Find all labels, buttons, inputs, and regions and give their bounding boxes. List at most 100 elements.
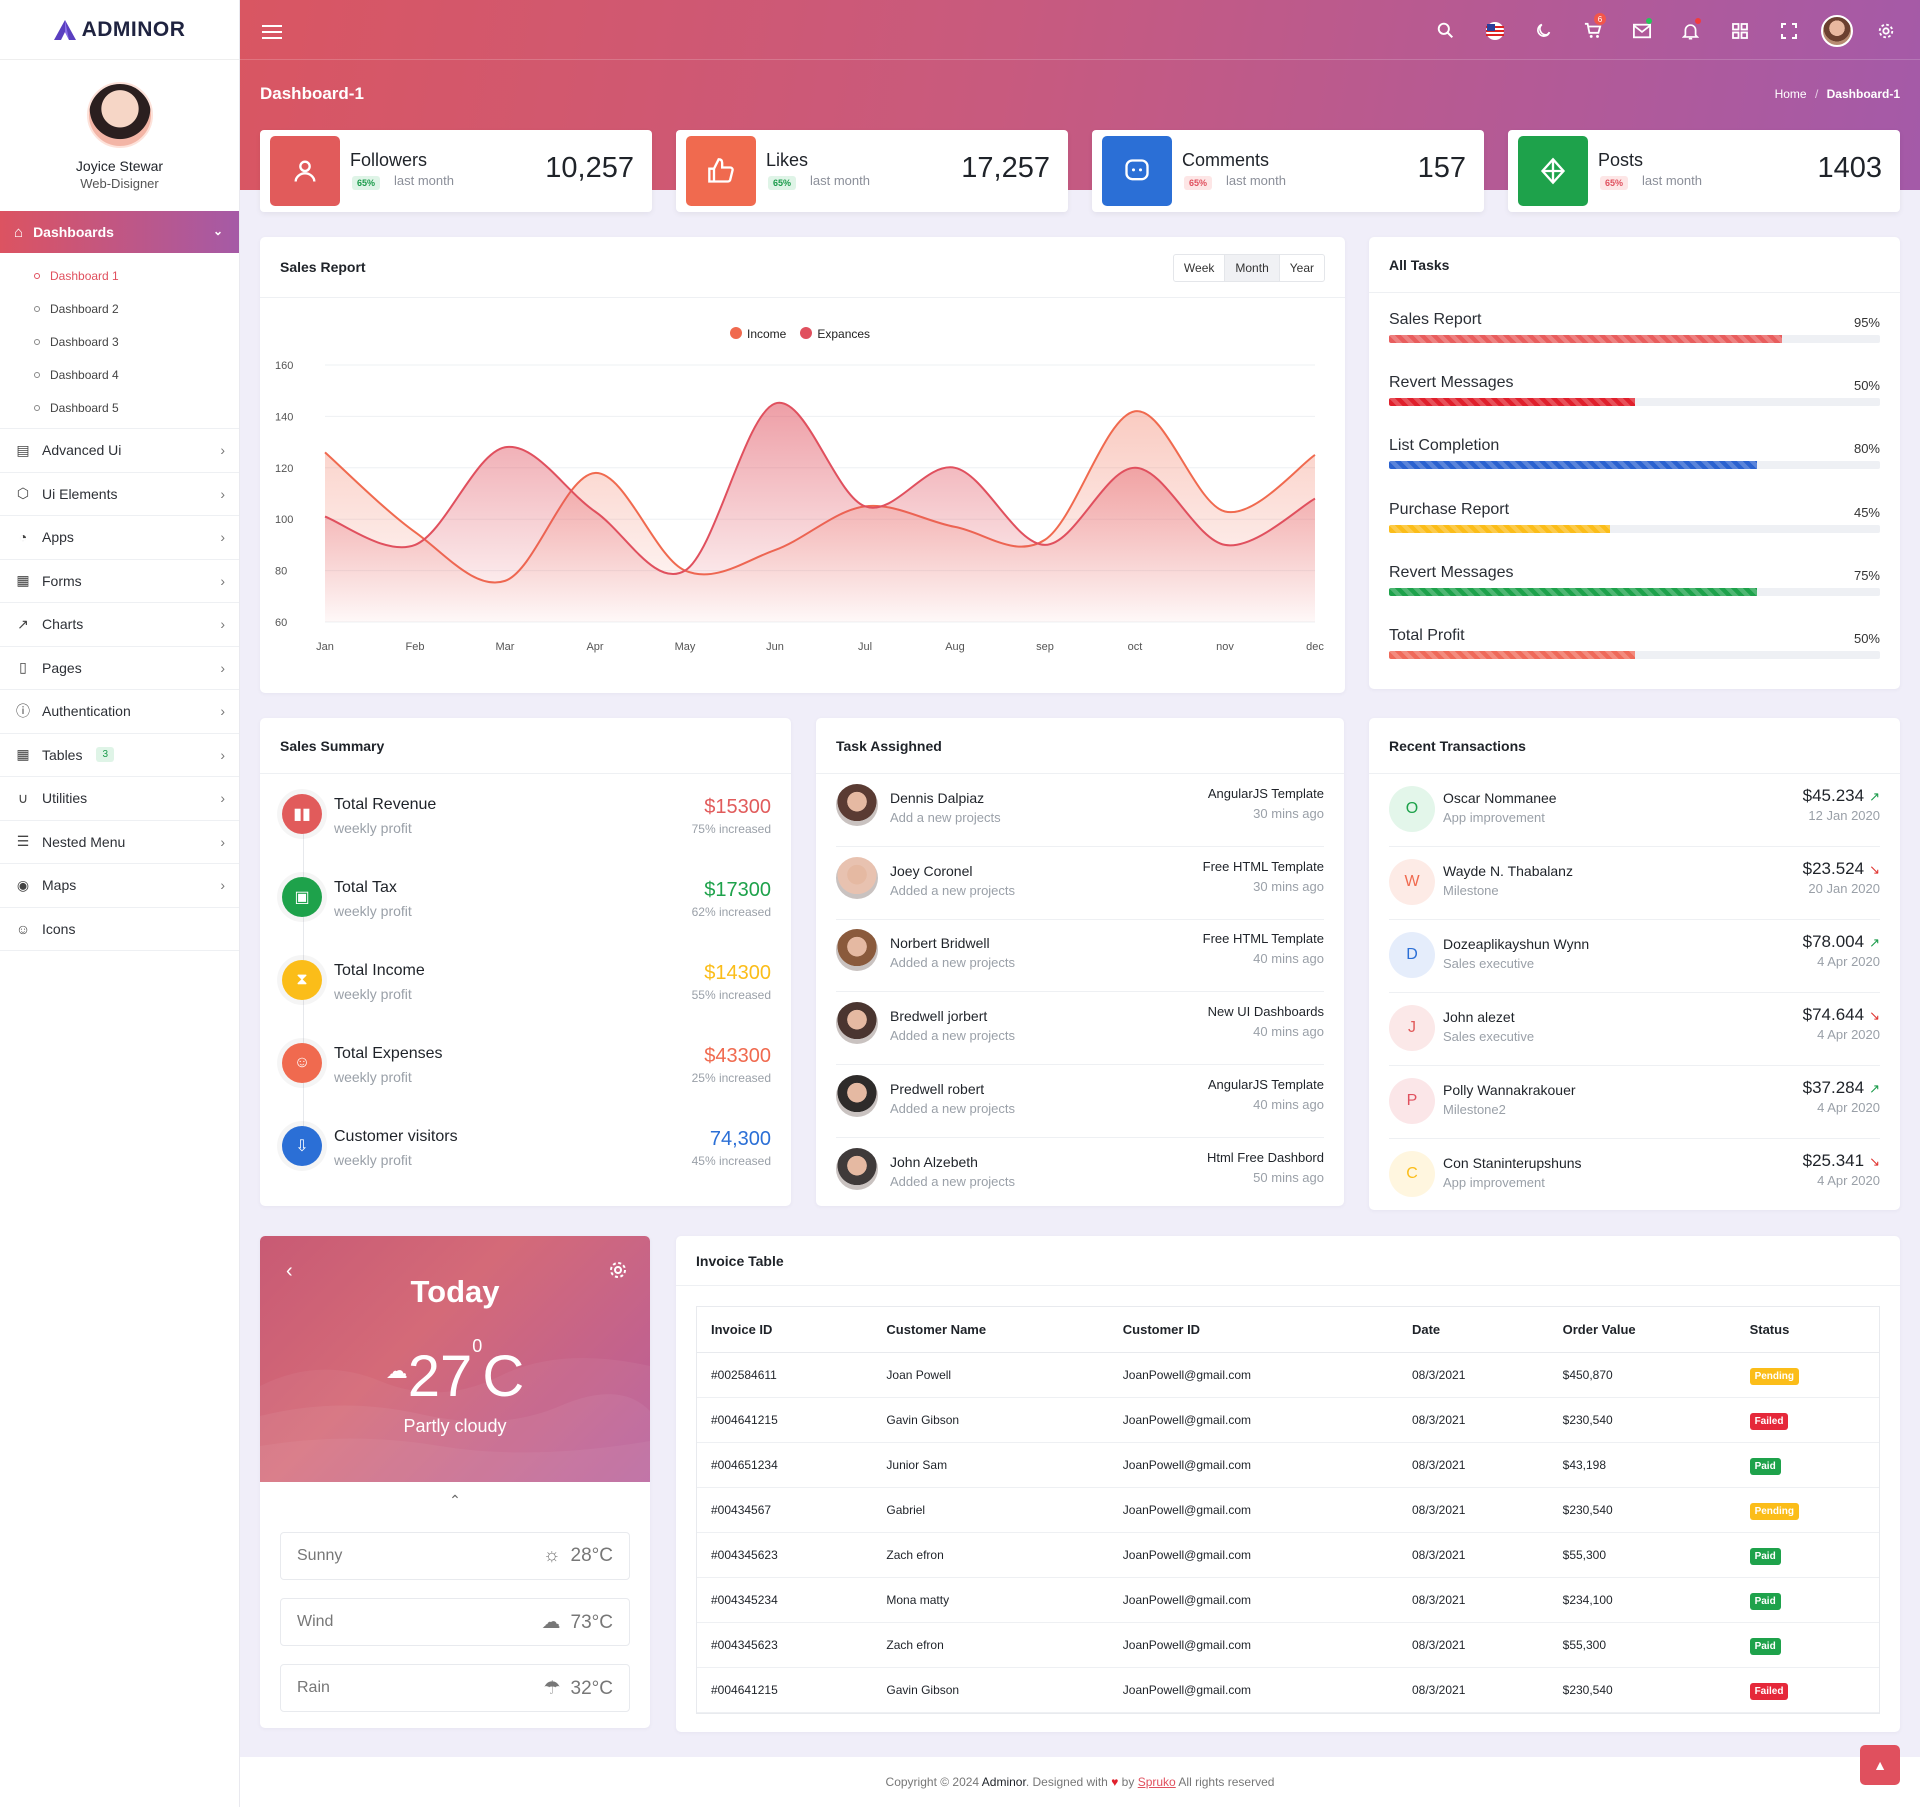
weather-row: Wind ☁ 73°C [280,1598,630,1646]
task-assigned-card: Task Assighned Dennis Dalpiaz Add a new p… [816,718,1344,1206]
card-title: Recent Transactions [1369,718,1900,774]
sidebar-subitem[interactable]: Dashboard 4 [0,358,239,391]
transaction-row[interactable]: W Wayde N. Thabalanz Milestone $23.524 ↘ 20 J… [1389,847,1880,920]
chevron-up-icon[interactable]: ⌃ [449,1492,461,1508]
sidebar-item-maps[interactable]: ◉ Maps › [0,863,239,907]
sidebar-subitem[interactable]: Dashboard 2 [0,292,239,325]
table-cell: $450,870 [1548,1352,1736,1398]
sidebar-subitem[interactable]: Dashboard 5 [0,391,239,424]
table-cell: 08/3/2021 [1397,1622,1549,1668]
bullet-icon [34,404,40,411]
list-item[interactable]: Bredwell jorbert Added a new projects New … [836,992,1324,1066]
column-header[interactable]: Customer Name [872,1307,1109,1353]
transaction-row[interactable]: C Con Staninterupshuns App improvement $25.… [1389,1139,1880,1212]
range-year-button[interactable]: Year [1278,255,1324,281]
transaction-row[interactable]: D Dozeaplikayshun Wynn Sales executive $78.… [1389,920,1880,993]
table-row[interactable]: #00434567 Gabriel JoanPowell@gmail.com 08/3… [697,1487,1879,1533]
person-subtitle: Add a new projects [890,810,1001,825]
list-item[interactable]: Norbert Bridwell Added a new projects Free… [836,919,1324,993]
back-to-top-button[interactable]: ▲ [1860,1745,1900,1785]
footer-link[interactable]: Spruko [1137,1775,1176,1789]
weather-row: Sunny ☼ 28°C [280,1532,630,1580]
menu-toggle-icon[interactable] [262,21,282,43]
column-header[interactable]: Status [1735,1307,1879,1353]
sidebar-item-charts[interactable]: ↗ Charts › [0,602,239,646]
transaction-row[interactable]: J John alezet Sales executive $74.644 ↘ 4 Apr… [1389,993,1880,1066]
logo[interactable]: ADMINOR [0,0,239,60]
sidebar-item-label: Charts [42,616,84,633]
progress-track [1389,461,1880,470]
table-row[interactable]: #004345234 Mona matty JoanPowell@gmail.com… [697,1577,1879,1623]
fullscreen-icon[interactable] [1772,14,1805,47]
transaction-row[interactable]: P Polly Wannakrakouer Milestone2 $37.284 ↗ 4 … [1389,1066,1880,1139]
sidebar-item-utilities[interactable]: ∪ Utilities › [0,776,239,820]
search-icon[interactable] [1429,14,1462,47]
sidebar-item-pages[interactable]: ▯ Pages › [0,645,239,690]
transaction-date: 20 Jan 2020 [1808,881,1880,896]
stat-name: Posts [1598,150,1644,170]
column-header[interactable]: Date [1397,1307,1549,1353]
range-week-button[interactable]: Week [1183,261,1215,275]
list-item[interactable]: Dennis Dalpiaz Add a new projects AngularJ… [836,774,1324,847]
table-row[interactable]: #004641215 Gavin Gibson JoanPowell@gmail.c… [697,1667,1879,1713]
column-header[interactable]: Invoice ID [697,1307,873,1353]
stat-card-followers: Followers 65% last month 10,257 [260,130,652,212]
gear-icon[interactable] [608,1260,628,1283]
user-avatar[interactable] [1821,14,1853,47]
task-template: AngularJS Template [1207,1076,1324,1092]
table-cell: 08/3/2021 [1397,1397,1549,1443]
table-row[interactable]: #002584611 Joan Powell JoanPowell@gmail.co… [697,1352,1879,1398]
moon-icon[interactable] [1527,14,1560,47]
breadcrumb-home[interactable]: Home [1774,87,1807,101]
flag-us-icon[interactable] [1478,14,1511,47]
series-line-expances[interactable] [324,401,1316,575]
sidebar-item-ui-elements[interactable]: ⬡ Ui Elements › [0,471,239,516]
list-item[interactable]: John Alzebeth Added a new projects Html Fr… [836,1138,1324,1211]
sidebar-subitem[interactable]: Dashboard 3 [0,325,239,358]
stat-period: last month [810,173,870,188]
avatar-letter: O [1389,786,1435,832]
transaction-row[interactable]: O Oscar Nommanee App improvement $45.234 ↗ 12… [1389,774,1880,847]
footer-copyright: Copyright © 2024 [885,1775,980,1789]
avatar[interactable] [86,82,153,148]
chevron-right-icon: › [220,616,225,633]
chevron-right-icon: › [220,877,225,894]
list-item[interactable]: Joey Coronel Added a new projects Free HTM… [836,847,1324,920]
cart-icon[interactable]: 6 [1576,13,1609,47]
table-row[interactable]: #004651234 Junior Sam JoanPowell@gmail.com… [697,1442,1879,1488]
sidebar-item-forms[interactable]: ▦ Forms › [0,558,239,603]
bell-icon[interactable] [1674,14,1707,47]
app-name: ADMINOR [81,17,186,41]
sidebar-item-label: Pages [42,659,82,676]
trend-down-icon: ↘ [1869,1008,1880,1023]
sidebar-item-advanced-ui[interactable]: ▤ Advanced Ui › [0,428,239,472]
legend-item[interactable]: Income [730,327,786,341]
column-header[interactable]: Order Value [1548,1307,1736,1353]
grid-icon[interactable] [1723,14,1756,47]
sidebar-item-authentication[interactable]: ⓘ Authentication › [0,689,239,733]
sidebar-item-dashboards[interactable]: ⌂ Dashboards ⌄ [0,211,239,253]
sidebar-item-label: Authentication [42,703,131,720]
table-row[interactable]: #004641215 Gavin Gibson JoanPowell@gmail.c… [697,1397,1879,1443]
sidebar-item-apps[interactable]: ◔ Apps › [0,515,239,559]
table-row[interactable]: #004345623 Zach efron JoanPowell@gmail.com… [697,1622,1879,1668]
person-name: John Alzebeth [890,1153,978,1170]
list-item[interactable]: Predwell robert Added a new projects Angul… [836,1065,1324,1138]
gear-icon[interactable] [1869,14,1902,47]
sidebar-subitem[interactable]: Dashboard 1 [0,259,239,292]
sidebar-item-icons[interactable]: ☺ Icons [0,906,239,951]
sidebar-item-label: Forms [42,572,82,589]
sidebar-item-nested-menu[interactable]: ☰ Nested Menu › [0,819,239,864]
mail-icon[interactable] [1625,14,1658,47]
column-header[interactable]: Customer ID [1108,1307,1398,1353]
header-icons: 6 [1429,13,1902,47]
avatar [836,856,878,899]
sidebar-item-tables[interactable]: ▦ Tables 3 › [0,732,239,777]
table-cell: #004345623 [697,1532,873,1578]
card-title: Sales Report [260,237,1345,298]
legend-item[interactable]: Expances [800,327,870,341]
transaction-subtitle: App improvement [1443,1175,1545,1190]
table-row[interactable]: #004345623 Zach efron JoanPowell@gmail.com… [697,1532,1879,1578]
range-month-button[interactable]: Month [1224,255,1279,281]
chevron-left-icon[interactable]: ‹ [286,1260,293,1282]
